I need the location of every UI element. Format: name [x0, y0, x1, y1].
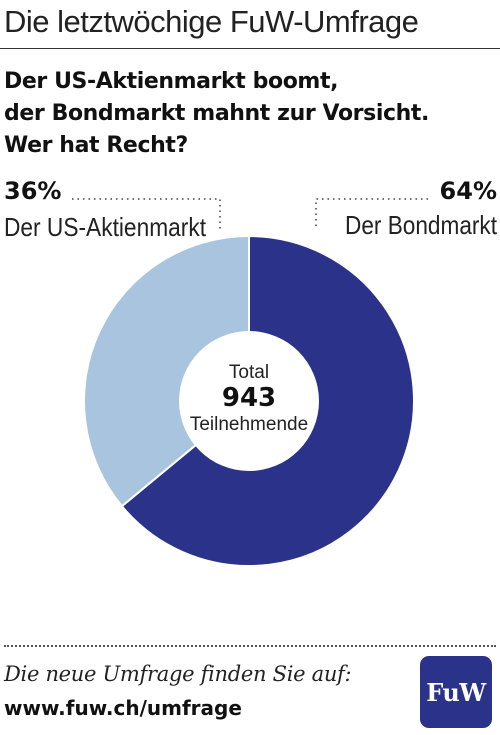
slice-percent-bonds: 64%	[440, 177, 497, 205]
slice-label-bonds: Der Bondmarkt	[345, 210, 498, 240]
donut-hole	[179, 331, 319, 471]
question-line-3: Wer hat Recht?	[4, 133, 188, 158]
center-total-value: 943	[222, 383, 276, 413]
footer-text: Die neue Umfrage finden Sie auf:	[4, 662, 352, 686]
leader-line-bonds	[315, 198, 428, 230]
footer-divider	[4, 645, 496, 647]
fuw-logo: FuW	[420, 656, 492, 728]
header-title: Die letztwöchige FuW-Umfrage	[4, 4, 419, 39]
question-line-1: Der US-Aktienmarkt boomt,	[4, 69, 339, 94]
question-text: Der US-Aktienmarkt boomt, der Bondmarkt …	[4, 66, 496, 162]
center-total-label: Total	[229, 362, 269, 383]
slice-us-stocks	[83, 234, 250, 508]
center-participants-label: Teilnehmende	[190, 414, 308, 435]
slice-label-us-stocks: Der US-Aktienmarkt	[4, 212, 207, 242]
survey-link[interactable]: www.fuw.ch/umfrage	[4, 696, 242, 720]
slice-percent-us-stocks: 36%	[4, 177, 61, 205]
donut-chart: 36% Der US-Aktienmarkt 64% Der Bondmarkt…	[4, 177, 498, 567]
header-divider	[0, 48, 500, 49]
question-line-2: der Bondmarkt mahnt zur Vorsicht.	[4, 101, 429, 126]
